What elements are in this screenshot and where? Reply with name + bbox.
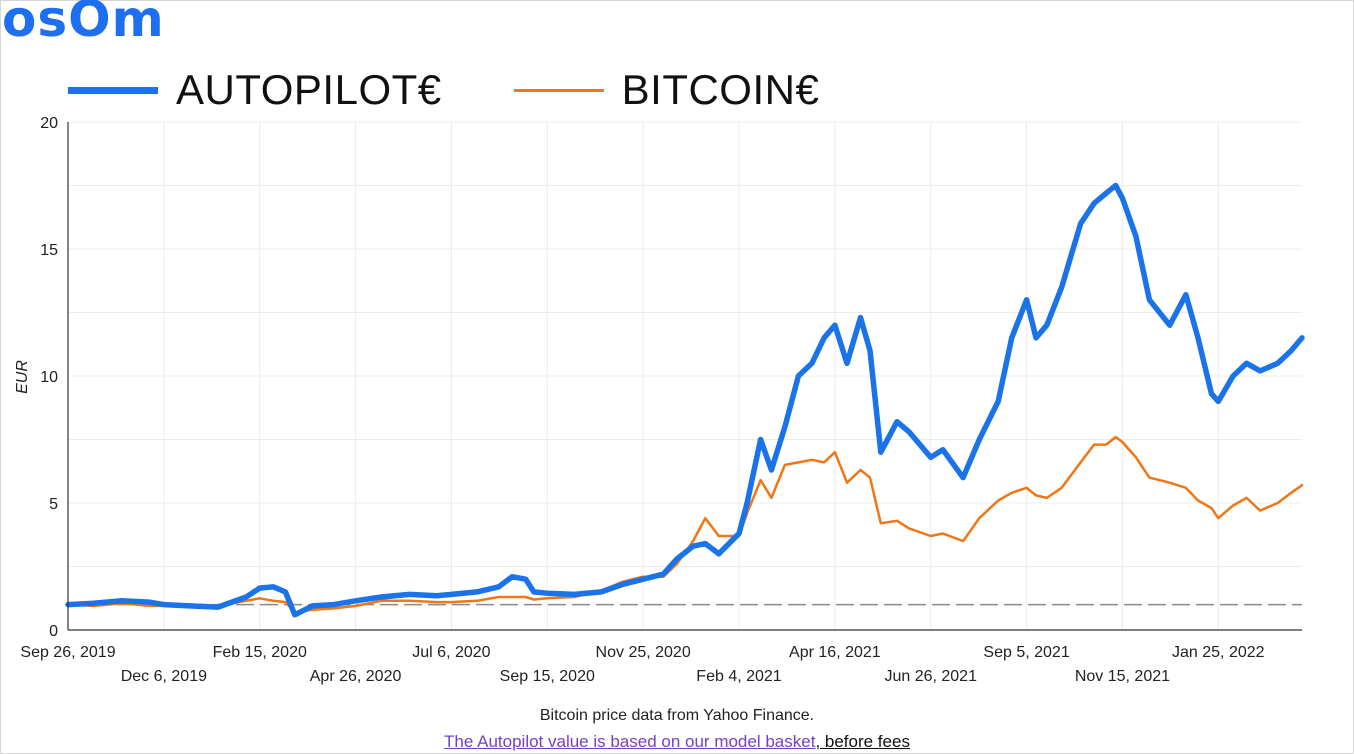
legend-item-bitcoin[interactable]: BITCOIN€ — [513, 66, 820, 114]
x-tick-label: Sep 5, 2021 — [983, 644, 1069, 661]
y-tick-label: 20 — [40, 115, 58, 132]
x-tick-label: Nov 15, 2021 — [1075, 668, 1170, 685]
x-tick-label: Feb 4, 2021 — [696, 668, 782, 685]
x-tick-label: Feb 15, 2020 — [213, 644, 307, 661]
chart-legend: AUTOPILOT€ BITCOIN€ — [68, 64, 891, 116]
x-tick-label: Apr 16, 2021 — [789, 644, 881, 661]
legend-swatch-bitcoin — [513, 88, 604, 92]
x-tick-label: Sep 26, 2019 — [20, 644, 115, 661]
legend-item-autopilot[interactable]: AUTOPILOT€ — [68, 66, 442, 114]
chart-series — [65, 182, 1305, 618]
legend-label-bitcoin: BITCOIN€ — [621, 66, 820, 113]
legend-swatch-autopilot — [68, 86, 158, 94]
y-tick-label: 0 — [49, 623, 58, 640]
footer-link-row: The Autopilot value is based on our mode… — [0, 732, 1354, 752]
x-tick-label: Nov 25, 2020 — [596, 644, 691, 661]
data-source-note: Bitcoin price data from Yahoo Finance. — [539, 707, 815, 724]
autopilot-line — [65, 182, 1305, 618]
brand-logo: osOm — [2, 0, 165, 48]
x-tick-label: Dec 6, 2019 — [121, 668, 207, 685]
x-tick-label: Apr 26, 2020 — [310, 668, 402, 685]
x-tick-label: Jan 25, 2022 — [1172, 644, 1265, 661]
before-fees-text: , before fees — [815, 732, 910, 751]
legend-label-autopilot: AUTOPILOT€ — [176, 66, 442, 113]
y-tick-label: 5 — [49, 496, 58, 513]
y-tick-label: 15 — [40, 242, 58, 259]
y-tick-label: 10 — [40, 369, 58, 386]
bitcoin-line — [66, 435, 1304, 614]
x-tick-label: Jul 6, 2020 — [412, 644, 490, 661]
y-axis-label: EUR — [14, 360, 31, 394]
x-tick-label: Jun 26, 2021 — [884, 668, 977, 685]
x-tick-label: Sep 15, 2020 — [500, 668, 595, 685]
model-basket-link[interactable]: The Autopilot value is based on our mode… — [444, 732, 816, 751]
